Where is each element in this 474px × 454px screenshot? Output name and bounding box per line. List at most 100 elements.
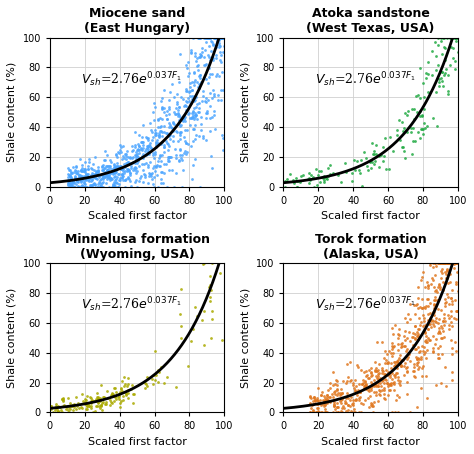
Point xyxy=(157,179,165,187)
Point xyxy=(109,169,117,177)
Point xyxy=(217,34,225,41)
Point xyxy=(313,165,320,172)
Point xyxy=(322,175,330,182)
Point xyxy=(320,173,328,180)
Point xyxy=(206,70,214,77)
Point xyxy=(430,322,438,330)
Point xyxy=(419,364,426,371)
Point xyxy=(390,371,398,379)
Point xyxy=(325,397,333,405)
Point xyxy=(324,172,332,179)
Point xyxy=(143,143,150,150)
Point xyxy=(351,388,358,395)
Point xyxy=(310,395,318,402)
Point xyxy=(452,260,459,267)
Point xyxy=(118,387,126,395)
Point xyxy=(176,145,183,153)
Point xyxy=(154,123,161,131)
Y-axis label: Shale content (%): Shale content (%) xyxy=(240,288,250,388)
Point xyxy=(441,317,449,324)
Point xyxy=(131,159,138,167)
Point xyxy=(439,34,447,41)
Point xyxy=(368,372,376,379)
Point xyxy=(176,129,184,136)
Point xyxy=(392,409,399,416)
Point xyxy=(141,173,149,180)
Point xyxy=(153,138,160,146)
Point xyxy=(394,340,401,347)
Point xyxy=(436,260,443,267)
Point xyxy=(372,365,379,372)
Point xyxy=(189,114,197,121)
Point xyxy=(101,148,109,155)
Point xyxy=(220,34,228,41)
Point xyxy=(160,143,168,151)
Point xyxy=(403,367,410,375)
Point xyxy=(395,380,403,387)
Point xyxy=(435,354,443,361)
Point xyxy=(398,340,406,347)
Point xyxy=(359,401,367,408)
Point xyxy=(391,380,398,387)
Point xyxy=(419,347,427,355)
Point xyxy=(452,260,460,267)
Point xyxy=(317,409,324,416)
Point xyxy=(209,316,216,323)
Point xyxy=(114,149,122,156)
Point xyxy=(189,325,197,332)
Point xyxy=(452,260,460,267)
Point xyxy=(151,104,158,111)
Point xyxy=(187,48,195,55)
Point xyxy=(345,394,352,401)
Point xyxy=(121,167,129,174)
Point xyxy=(353,361,361,369)
Point xyxy=(307,172,314,179)
Point xyxy=(441,44,449,52)
Point xyxy=(126,160,133,167)
Point xyxy=(93,393,101,400)
Point xyxy=(447,318,455,326)
Point xyxy=(85,177,92,184)
Point xyxy=(159,179,167,187)
Point xyxy=(107,399,114,406)
Point xyxy=(175,158,183,165)
Point xyxy=(55,409,62,416)
Point xyxy=(120,160,128,168)
Point xyxy=(364,167,372,174)
Point xyxy=(194,62,201,69)
Point xyxy=(428,274,435,281)
Point xyxy=(383,380,391,387)
Point xyxy=(419,126,427,133)
Point xyxy=(352,395,359,402)
Point xyxy=(67,173,74,180)
Point xyxy=(219,34,227,41)
Point xyxy=(149,149,156,157)
Point xyxy=(84,165,91,173)
Point xyxy=(144,163,151,170)
Point xyxy=(442,298,449,306)
Point xyxy=(184,58,192,65)
Point xyxy=(107,170,115,177)
Point xyxy=(111,163,119,170)
Point xyxy=(189,109,196,116)
Point xyxy=(404,378,411,385)
Point xyxy=(367,387,375,394)
Point xyxy=(452,260,459,267)
Point xyxy=(121,183,128,191)
Point xyxy=(394,334,401,341)
Point xyxy=(411,310,419,317)
Point xyxy=(191,77,198,84)
Point xyxy=(424,326,432,333)
Point xyxy=(450,260,457,267)
Point xyxy=(151,376,159,384)
Point xyxy=(180,111,188,118)
Point xyxy=(347,408,355,415)
Point xyxy=(309,173,317,181)
Point xyxy=(88,176,95,183)
Point xyxy=(424,296,431,303)
Point xyxy=(362,373,370,380)
Point xyxy=(430,301,438,308)
Point xyxy=(168,80,176,88)
Point xyxy=(79,390,86,398)
Point xyxy=(348,169,356,177)
